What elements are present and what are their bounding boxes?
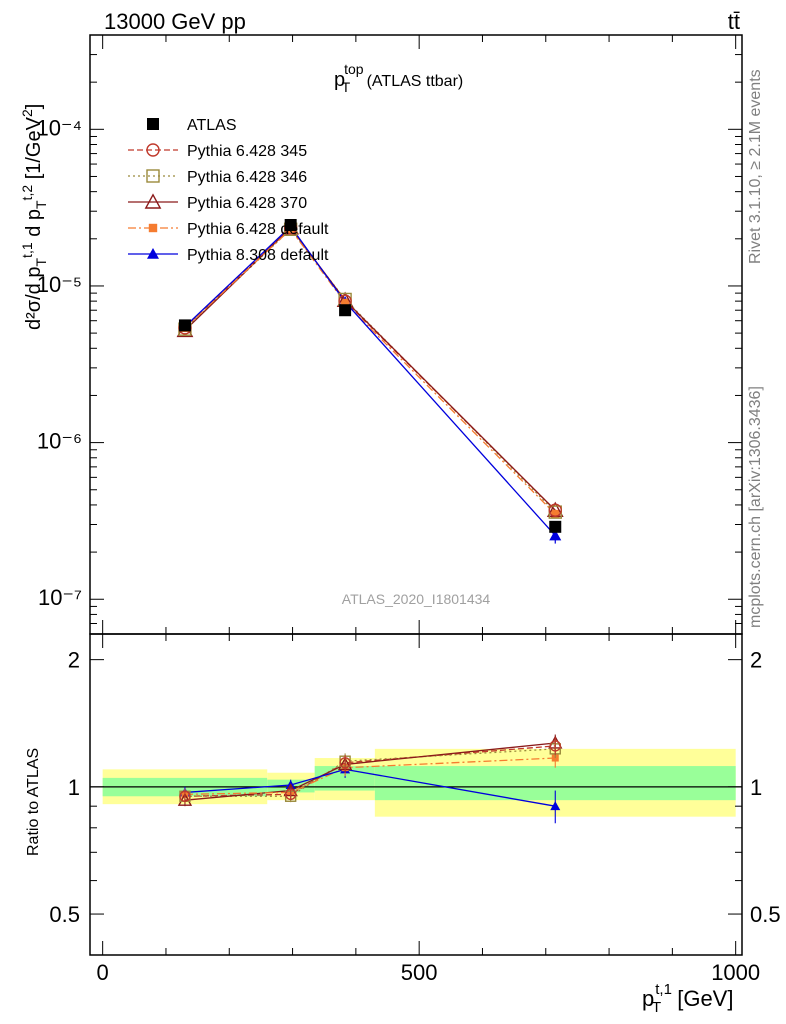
legend-marker-pythia-6-428-default <box>148 223 158 233</box>
ratio-y-tick-label-right: 1 <box>750 775 762 800</box>
ratio-frame <box>89 633 743 956</box>
main-title-p: ptop T (ATLAS ttbar) <box>334 61 463 95</box>
point-atlas <box>339 304 352 317</box>
legend-label-pythia-8-308-default: Pythia 8.308 default <box>187 247 329 264</box>
watermark: ATLAS_2020_I1801434 <box>342 591 491 607</box>
point-atlas <box>549 520 562 533</box>
ratio-y-tick-label-right: 0.5 <box>750 902 781 927</box>
series-line-pythia-6-428-345 <box>184 226 556 511</box>
x-tick-label: 0 <box>97 960 109 985</box>
ratio-point-pythia-6-428-345 <box>284 788 297 801</box>
header-process: tt̄ <box>728 9 740 34</box>
legend-marker-atlas <box>147 118 159 130</box>
main-ylabel-text: d²σ/d pTt,1 d pTt,2 [1/GeV2] <box>19 104 49 330</box>
ratio-y-tick-label-left: 2 <box>68 648 80 673</box>
x-tick-label: 1000 <box>711 960 760 985</box>
series-line-pythia-6-428-default <box>184 228 556 515</box>
ratio-point-pythia-6-428-345 <box>549 740 561 752</box>
series-line-pythia-6-428-370 <box>184 226 556 511</box>
legend-label-atlas: ATLAS <box>187 117 237 134</box>
x-axis-label: pt,1 T [GeV] <box>642 981 733 1016</box>
ratio-line-pythia-6-428-346 <box>184 748 556 797</box>
ratio-line-pythia-6-428-default <box>184 757 556 795</box>
main-ylabel: d²σ/d pTt,1 d pTt,2 [1/GeV2] <box>19 104 49 330</box>
legend-label-pythia-6-428-345: Pythia 6.428 345 <box>187 143 307 160</box>
rivet-label: Rivet 3.1.10, ≥ 2.1M events <box>747 69 764 264</box>
legend-label-pythia-6-428-default: Pythia 6.428 default <box>187 221 329 238</box>
x-tick-label: 500 <box>401 960 438 985</box>
legend-marker-pythia-6-428-345 <box>146 143 160 157</box>
legend-marker-pythia-6-428-346 <box>146 169 160 183</box>
mcplots-label: mcplots.cern.ch [arXiv:1306.3436] <box>747 386 764 628</box>
legend: ATLAS Pythia 6.428 345 Pythia 6.428 346 Pyt… <box>128 117 329 264</box>
point-pythia-6-428-345 <box>548 503 562 517</box>
ratio-ylabel: Ratio to ATLAS <box>25 748 42 856</box>
point-atlas <box>178 319 191 332</box>
ratio-point-pythia-6-428-345 <box>339 757 351 769</box>
legend-marker-pythia-6-428-370 <box>144 193 162 209</box>
ratio-point-pythia-6-428-345 <box>179 790 191 802</box>
y-tick-label: 10⁻⁶ <box>37 429 82 454</box>
point-pythia-6-428-default <box>551 509 560 519</box>
ratio-y-tick-label-right: 2 <box>750 648 762 673</box>
legend-marker-pythia-8-308-default <box>147 248 159 259</box>
series-line-pythia-6-428-346 <box>184 228 556 513</box>
series-line-pythia-8-308-default <box>184 225 556 537</box>
y-tick-label: 10⁻⁷ <box>38 585 82 610</box>
point-atlas <box>284 218 297 231</box>
ratio-y-tick-label-left: 1 <box>68 775 80 800</box>
ratio-point-pythia-8-308-default <box>550 801 561 811</box>
legend-label-pythia-6-428-370: Pythia 6.428 370 <box>187 195 307 212</box>
main-panel: ptop T (ATLAS ttbar) ATLAS_2020_I1801434 … <box>36 34 743 635</box>
point-pythia-6-428-default <box>340 298 350 308</box>
header-energy: 13000 GeV pp <box>104 9 246 34</box>
y-tick-label: 10⁻⁴ <box>36 115 82 140</box>
point-pythia-8-308-default <box>549 529 562 541</box>
ratio-panel: 0.5 0.5 1 1 2 2 0 500 1000 <box>49 633 781 985</box>
ratio-line-pythia-8-308-default <box>184 768 556 807</box>
ratio-y-tick-label-left: 0.5 <box>49 902 80 927</box>
y-tick-label: 10⁻⁵ <box>37 272 82 297</box>
legend-label-pythia-6-428-346: Pythia 6.428 346 <box>187 169 307 186</box>
